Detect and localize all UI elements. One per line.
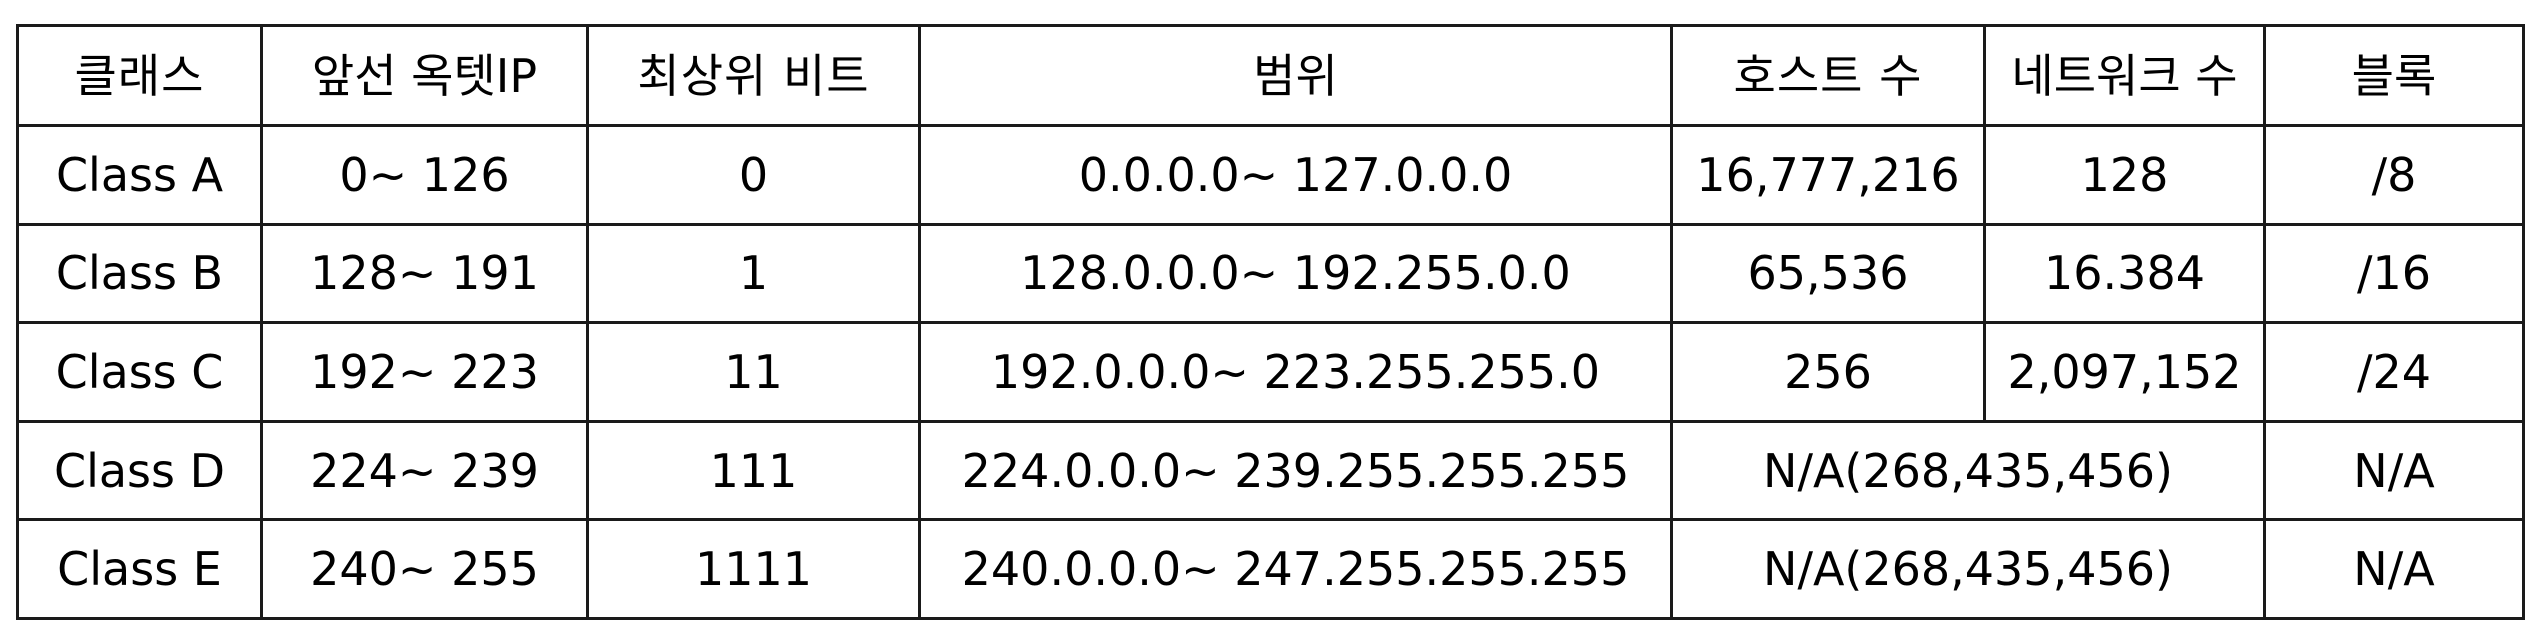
header-row: 클래스 앞선 옥텟IP 최상위 비트 범위 호스트 수 네트워크 수 블록 xyxy=(16,24,2525,127)
cell-first-octet: 128~ 191 xyxy=(260,222,589,325)
table-row: Class C 192~ 223 11 192.0.0.0~ 223.255.2… xyxy=(16,321,2525,423)
table-row: Class E 240~ 255 1111 240.0.0.0~ 247.255… xyxy=(16,518,2525,620)
cell-first-octet: 240~ 255 xyxy=(260,518,589,620)
table-row: Class D 224~ 239 111 224.0.0.0~ 239.255.… xyxy=(16,419,2525,522)
table-row: Class B 128~ 191 1 128.0.0.0~ 192.255.0.… xyxy=(16,222,2525,325)
cell-range: 128.0.0.0~ 192.255.0.0 xyxy=(918,222,1673,325)
cell-class: Class B xyxy=(16,222,263,325)
cell-block: /8 xyxy=(2263,124,2525,226)
cell-hosts-networks-merged: N/A(268,435,456) xyxy=(1670,518,2266,620)
cell-range: 224.0.0.0~ 239.255.255.255 xyxy=(918,419,1673,522)
cell-leading-bits: 11 xyxy=(586,321,921,423)
cell-networks: 2,097,152 xyxy=(1983,321,2266,423)
cell-leading-bits: 1111 xyxy=(586,518,921,620)
cell-class: Class E xyxy=(16,518,263,620)
header-hosts: 호스트 수 xyxy=(1670,24,1986,127)
cell-first-octet: 0~ 126 xyxy=(260,124,589,226)
cell-networks: 128 xyxy=(1983,124,2266,226)
ip-class-table-container: 클래스 앞선 옥텟IP 최상위 비트 범위 호스트 수 네트워크 수 블록 Cl… xyxy=(16,24,2525,620)
cell-class: Class D xyxy=(16,419,263,522)
header-networks: 네트워크 수 xyxy=(1983,24,2266,127)
header-block: 블록 xyxy=(2263,24,2525,127)
cell-networks: 16.384 xyxy=(1983,222,2266,325)
cell-hosts-networks-merged: N/A(268,435,456) xyxy=(1670,419,2266,522)
table-row: Class A 0~ 126 0 0.0.0.0~ 127.0.0.0 16,7… xyxy=(16,124,2525,226)
cell-first-octet: 224~ 239 xyxy=(260,419,589,522)
cell-range: 240.0.0.0~ 247.255.255.255 xyxy=(918,518,1673,620)
cell-hosts: 16,777,216 xyxy=(1670,124,1986,226)
cell-block: N/A xyxy=(2263,518,2525,620)
cell-leading-bits: 0 xyxy=(586,124,921,226)
cell-class: Class C xyxy=(16,321,263,423)
cell-leading-bits: 1 xyxy=(586,222,921,325)
cell-block: /24 xyxy=(2263,321,2525,423)
cell-range: 192.0.0.0~ 223.255.255.0 xyxy=(918,321,1673,423)
header-leading-bits: 최상위 비트 xyxy=(586,24,921,127)
cell-hosts: 256 xyxy=(1670,321,1986,423)
cell-hosts: 65,536 xyxy=(1670,222,1986,325)
ip-class-table: 클래스 앞선 옥텟IP 최상위 비트 범위 호스트 수 네트워크 수 블록 Cl… xyxy=(16,24,2525,620)
cell-leading-bits: 111 xyxy=(586,419,921,522)
header-first-octet: 앞선 옥텟IP xyxy=(260,24,589,127)
cell-class: Class A xyxy=(16,124,263,226)
header-range: 범위 xyxy=(918,24,1673,127)
cell-range: 0.0.0.0~ 127.0.0.0 xyxy=(918,124,1673,226)
header-class: 클래스 xyxy=(16,24,263,127)
cell-first-octet: 192~ 223 xyxy=(260,321,589,423)
cell-block: N/A xyxy=(2263,419,2525,522)
cell-block: /16 xyxy=(2263,222,2525,325)
